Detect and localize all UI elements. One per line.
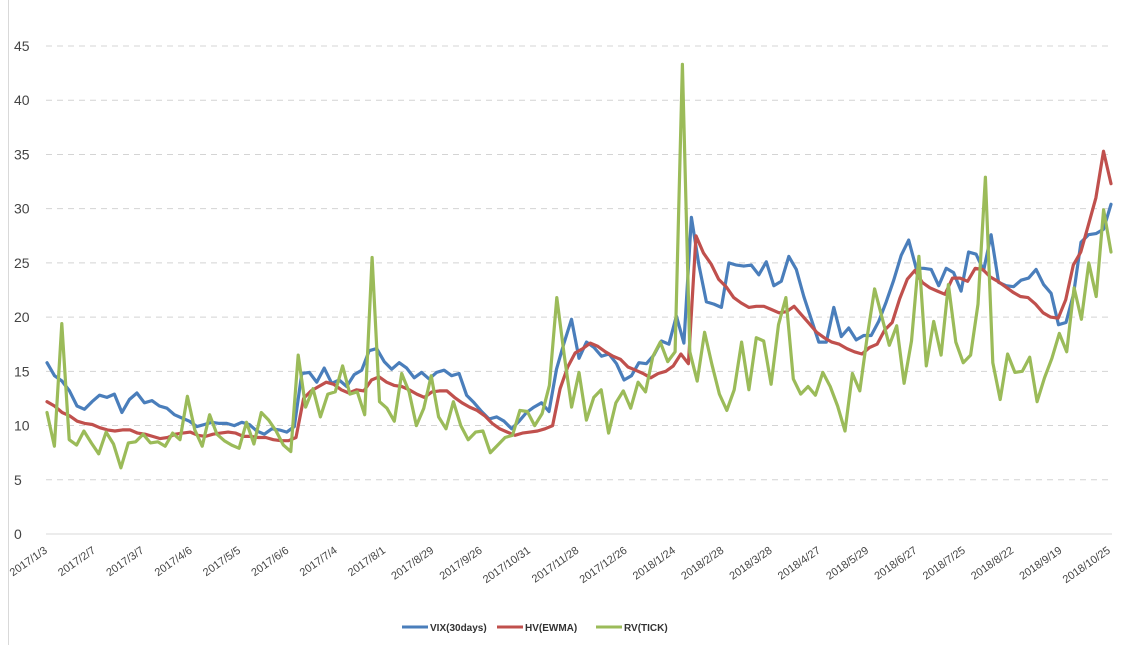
x-tick-label: 2017/12/26 [578,545,630,586]
y-tick-label: 5 [14,472,22,488]
x-tick-label: 2018/10/25 [1061,545,1113,586]
y-tick-label: 25 [14,255,30,271]
legend-label: VIX(30days) [430,623,487,634]
y-axis-ticks: 0 5 10 15 20 25 30 35 40 45 [14,38,30,542]
legend-label: RV(TICK) [624,623,668,634]
series-line-rv-tick [45,62,1113,470]
gridlines [46,45,1112,535]
x-tick-label: 2018/3/28 [728,545,775,583]
x-tick-label: 2017/9/26 [438,545,485,583]
y-tick-label: 20 [14,309,30,325]
legend-label: HV(EWMA) [525,623,577,634]
x-tick-label: 2018/4/27 [776,545,823,583]
x-tick-label: 2017/3/7 [104,545,146,579]
x-tick-label: 2017/6/6 [249,545,291,579]
x-axis-ticks: 2017/1/3 2017/2/7 2017/3/7 2017/4/6 2017/5/5… [8,545,1113,586]
y-tick-label: 30 [14,201,30,217]
x-tick-label: 2017/7/4 [298,545,340,579]
x-tick-label: 2017/8/29 [389,545,436,583]
x-tick-label: 2018/1/24 [631,545,678,583]
x-tick-label: 2017/1/3 [8,545,50,579]
x-tick-label: 2018/6/27 [872,545,919,583]
x-tick-label: 2017/11/28 [530,545,581,586]
y-tick-label: 15 [14,363,30,379]
series-line-vix-30days [45,202,1113,436]
x-tick-label: 2017/2/7 [56,545,98,579]
legend: VIX(30days) HV(EWMA) RV(TICK) [402,623,668,634]
chart-left-border [8,0,9,645]
series-line-hv-ewma [45,149,1113,443]
x-tick-label: 2018/7/25 [921,545,968,583]
x-tick-label: 2018/5/29 [824,545,871,583]
y-tick-label: 0 [14,526,22,542]
y-tick-label: 45 [14,38,30,54]
x-tick-label: 2017/8/1 [346,545,388,579]
x-tick-label: 2018/8/22 [969,545,1016,583]
x-tick-label: 2017/10/31 [481,545,533,586]
y-tick-label: 10 [14,418,30,434]
series-lines [45,62,1113,470]
y-tick-label: 35 [14,146,30,162]
x-tick-label: 2018/2/28 [679,545,726,583]
y-tick-label: 40 [14,92,30,108]
x-tick-label: 2018/9/19 [1017,545,1064,583]
x-tick-label: 2017/5/5 [201,545,243,579]
x-tick-label: 2017/4/6 [153,545,195,579]
